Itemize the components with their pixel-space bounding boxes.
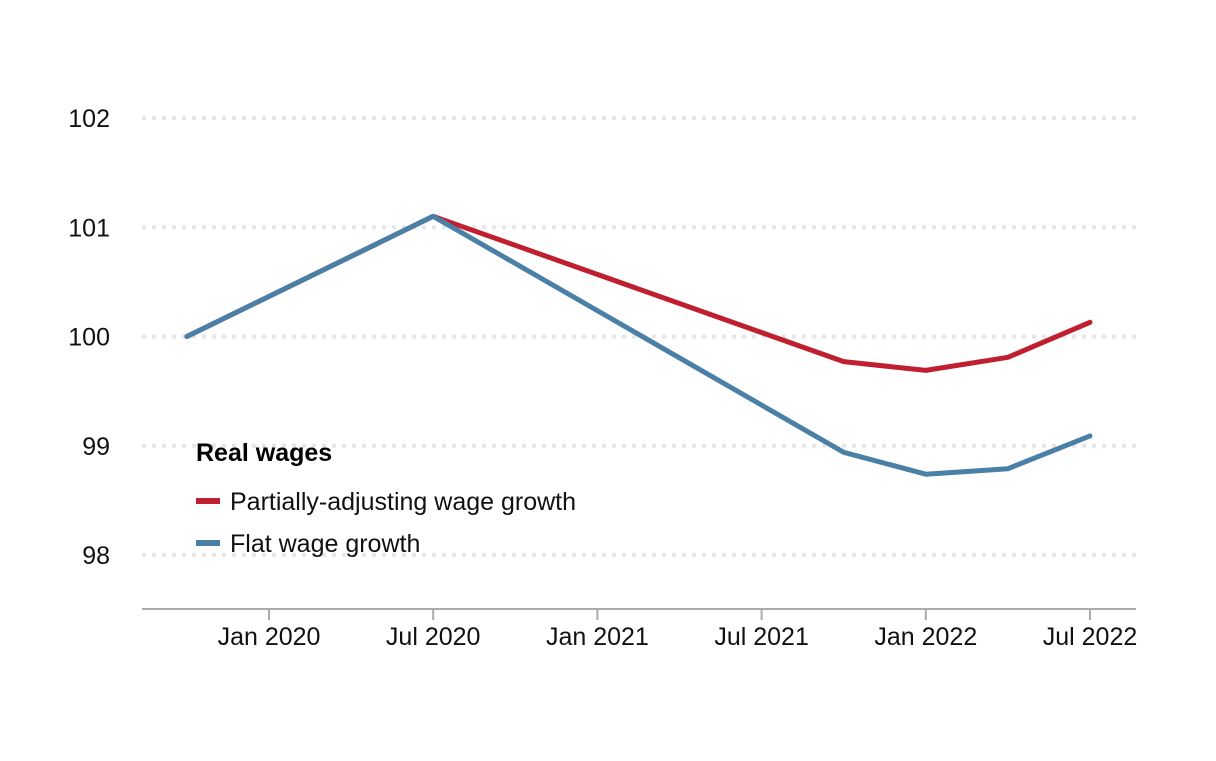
x-tick-label: Jul 2021 [714,623,809,651]
y-tick-label: 101 [68,214,110,242]
legend-swatch-flat [196,540,220,546]
legend-label-flat: Flat wage growth [230,530,420,558]
y-tick-label: 102 [68,105,110,133]
legend-title: Real wages [196,439,332,467]
legend: Real wages Partially-adjusting wage grow… [196,439,576,558]
x-tick-label: Jan 2022 [874,623,977,651]
y-tick-label: 100 [68,324,110,352]
series-lines [184,213,1093,477]
legend-label-partial: Partially-adjusting wage growth [230,488,576,516]
x-tick-label: Jul 2020 [386,623,481,651]
x-tick-label: Jan 2021 [546,623,649,651]
y-axis: 102 101 100 99 98 [68,105,110,570]
legend-swatch-partial [196,498,220,504]
series-line-flat [184,213,1093,477]
x-tick-label: Jan 2020 [218,623,321,651]
x-tick-label: Jul 2022 [1043,623,1138,651]
x-axis: Jan 2020 Jul 2020 Jan 2021 Jul 2021 Jan 2022… [142,608,1138,651]
y-tick-label: 98 [82,542,110,570]
y-tick-label: 99 [82,433,110,461]
series-line-partial [184,213,1093,373]
